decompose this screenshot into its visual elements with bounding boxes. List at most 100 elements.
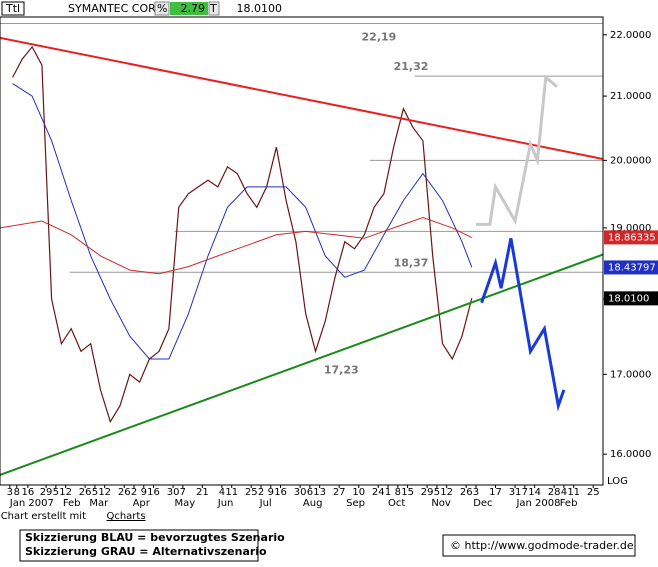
note: Skizzierung BLAU = bevorzugtes Szenario	[25, 531, 285, 544]
month-label: Apr	[133, 498, 151, 509]
level-label: 22,19	[362, 31, 397, 44]
month-label: Oct	[388, 498, 405, 509]
x-tick-label: 5	[434, 487, 440, 498]
scale-label: LOG	[607, 476, 628, 487]
month-label: Feb	[63, 498, 81, 509]
change-box	[170, 2, 208, 15]
x-tick-label: 29	[40, 487, 53, 498]
series-line	[476, 74, 558, 226]
plot-area: 22,19 21,32 18,37 17,23	[0, 23, 604, 476]
month-label: Jan 2007	[9, 498, 54, 509]
month-label: Aug	[303, 498, 323, 509]
x-tick-label: 21	[196, 487, 209, 498]
x-tick-label: 16	[22, 487, 35, 498]
level-label: 18,37	[394, 256, 429, 269]
symbol: Ttl	[5, 2, 20, 15]
month-label: May	[174, 498, 195, 509]
month-label: Feb	[560, 498, 578, 509]
x-tick-label: 26	[118, 487, 131, 498]
x-tick-label: 15	[401, 487, 414, 498]
value-box	[604, 291, 658, 306]
pct-label: %	[157, 2, 167, 15]
x-tick-label: 17	[489, 487, 502, 498]
month-label: Jan 2008	[515, 498, 560, 509]
month-label: Dec	[473, 498, 492, 509]
x-tick-label: 11	[225, 487, 238, 498]
x-tick-label: 13	[313, 487, 326, 498]
credit-link[interactable]: Qcharts	[106, 511, 145, 522]
level-label: 21,32	[394, 60, 429, 73]
x-tick-label: 8	[14, 487, 20, 498]
series-line	[0, 36, 604, 160]
x-tick-label: 16	[274, 487, 287, 498]
x-tick-label: 30	[294, 487, 307, 498]
company-name: SYMANTEC CORP	[68, 2, 163, 15]
level-label: 17,23	[324, 364, 359, 377]
series-line	[0, 216, 473, 275]
source-box	[442, 534, 636, 557]
y-tick-label: 16.0000	[610, 449, 651, 460]
value-box-label: 18.0100	[608, 293, 649, 304]
x-tick-label: 16	[147, 487, 160, 498]
x-tick-label: 24	[372, 487, 385, 498]
last-price: 18.0100	[237, 2, 283, 15]
value-box-label: 18.86335	[608, 232, 656, 243]
x-tick-label: 5	[53, 487, 59, 498]
series-line	[480, 238, 566, 412]
month-label: Mar	[89, 498, 109, 509]
x-tick-label: 12	[98, 487, 111, 498]
x-tick-label: 7	[180, 487, 186, 498]
x-tick-label: 4	[561, 487, 567, 498]
y-tick-label: 21.0000	[610, 91, 651, 102]
x-tick-label: 28	[548, 487, 561, 498]
x-tick-label: 3	[473, 487, 479, 498]
x-tick-label: 14	[528, 487, 541, 498]
x-tick-label: 3	[7, 487, 13, 498]
x-tick-label: 9	[268, 487, 274, 498]
x-tick-label: 11	[567, 487, 580, 498]
series-line	[12, 45, 473, 424]
x-tick-label: 12	[440, 487, 453, 498]
y-tick-label: 20.0000	[610, 155, 651, 166]
plot-frame	[0, 16, 604, 486]
x-tick-label: 10	[352, 487, 365, 498]
x-tick-label: 5	[92, 487, 98, 498]
value-box	[604, 230, 658, 245]
x-tick-label: 25	[245, 487, 258, 498]
note-box	[19, 529, 259, 562]
note: Skizzierung GRAU = Alternativszenario	[25, 545, 267, 558]
series-line	[0, 253, 604, 476]
x-tick-label: 31	[509, 487, 522, 498]
x-tick-label: 27	[333, 487, 346, 498]
x-tick-label: 30	[167, 487, 180, 498]
y-tick-label: 19.0000	[610, 223, 651, 234]
t-label: T	[209, 2, 217, 15]
symbol-box	[1, 1, 25, 16]
x-tick-label: 25	[587, 487, 600, 498]
source[interactable]: © http://www.godmode-trader.de	[450, 539, 634, 552]
credit: Chart erstellt mit	[1, 511, 86, 522]
value-box-label: 18.43797	[608, 262, 656, 273]
month-label: Nov	[431, 498, 451, 509]
x-tick-label: 29	[421, 487, 434, 498]
y-tick-label: 17.0000	[610, 369, 651, 380]
x-tick-label: 1	[385, 487, 391, 498]
x-tick-label: 9	[141, 487, 147, 498]
x-tick-label: 4	[219, 487, 225, 498]
month-label: Jul	[259, 498, 272, 509]
change: 2.79	[181, 2, 206, 15]
x-tick-label: 7	[522, 487, 528, 498]
series-line	[12, 83, 473, 360]
month-label: Jun	[217, 498, 234, 509]
x-tick-label: 8	[395, 487, 401, 498]
x-tick-label: 2	[258, 487, 264, 498]
x-tick-label: 26	[460, 487, 473, 498]
y-tick-label: 22.0000	[610, 30, 651, 41]
x-tick-label: 26	[79, 487, 92, 498]
x-tick-label: 12	[59, 487, 72, 498]
pct-box	[154, 1, 170, 16]
t-box	[208, 1, 220, 16]
x-tick-label: 2	[131, 487, 137, 498]
month-label: Sep	[346, 498, 365, 509]
